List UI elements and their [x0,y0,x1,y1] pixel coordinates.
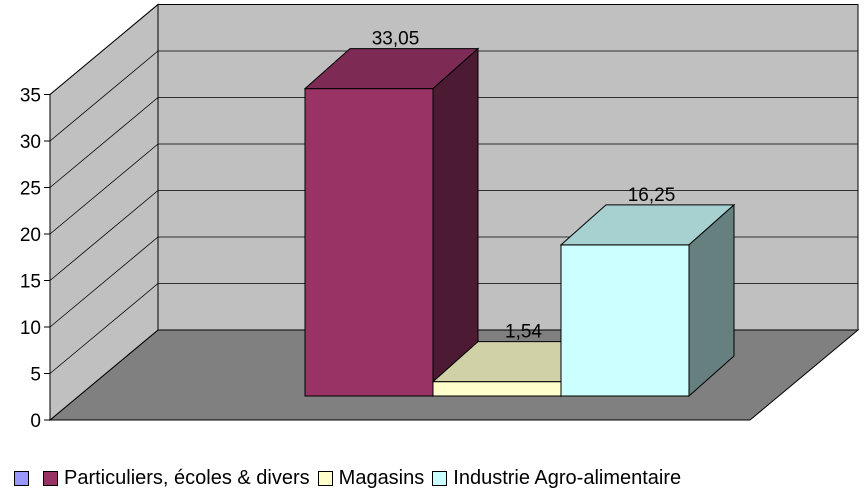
legend-label: Industrie Agro-alimentaire [453,466,682,489]
bar-front [560,244,690,397]
legend-swatch [317,470,333,486]
data-label: 16,25 [628,185,676,206]
y-axis-ticks: 0 5 10 15 20 25 30 35 [20,86,50,432]
chart: 0 5 10 15 20 25 30 35 33,05 1,54 16,25 [20,3,860,432]
bar-side [432,47,479,398]
legend-label: Particuliers, écoles & divers [64,466,310,489]
y-tick-label: 5 [30,365,41,386]
gridline [49,97,858,188]
legend-swatch [432,470,448,486]
data-labels: 33,05 1,54 16,25 [372,29,676,343]
data-label: 33,05 [372,29,420,50]
legend-item: Industrie Agro-alimentaire [432,467,681,490]
data-label: 1,54 [505,322,542,343]
y-tick-label: 15 [20,272,41,293]
y-tick-label: 30 [20,132,41,153]
y-tick-label: 25 [20,179,41,200]
chart-back-wall [157,4,859,331]
bar-front [304,88,434,397]
legend-swatch [14,470,29,486]
bar-front [432,381,562,397]
bars [303,47,736,398]
legend-item: Magasins [317,466,425,490]
gridline [49,143,858,235]
y-tick-label: 20 [20,225,41,246]
legend: Particuliers, écoles & divers Magasins I… [0,456,867,500]
y-tick-label: 0 [30,411,41,432]
gridline [49,190,858,281]
bar-side [688,203,735,398]
gridline [49,50,858,142]
legend-item [14,470,35,486]
legend-swatch [43,470,58,486]
y-tick-label: 10 [20,318,41,339]
legend-item: Particuliers, écoles & divers [43,467,310,490]
gridline [49,4,858,95]
legend-label: Magasins [338,466,425,489]
y-tick-label: 35 [20,86,41,107]
